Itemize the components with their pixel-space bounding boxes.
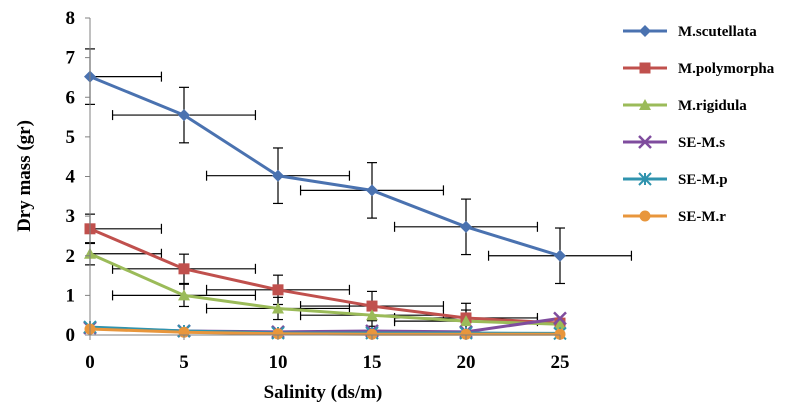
data-point (272, 169, 284, 182)
legend-item: M.polymorpha (623, 61, 775, 77)
legend-label: M.rigidula (678, 98, 747, 114)
legend-marker (638, 135, 652, 149)
data-point (366, 309, 378, 321)
series-line-1 (89, 227, 561, 325)
data-point (272, 302, 284, 314)
legend: M.scutellata M.polymorpha M.rigidula SE-M.s… (623, 24, 775, 225)
y-tick-label: 3 (66, 206, 76, 227)
y-tick-label: 2 (66, 246, 76, 267)
x-tick-label: 25 (551, 352, 570, 373)
legend-marker (639, 99, 651, 110)
legend-marker (639, 210, 651, 222)
data-point-stroke (553, 311, 567, 326)
data-point (460, 220, 472, 233)
legend-item: SE-M.s (623, 135, 725, 151)
legend-label: SE-M.r (678, 209, 726, 225)
series-lines (89, 75, 561, 336)
legend-marker (639, 25, 651, 37)
y-tick-label: 5 (66, 127, 76, 148)
y-tick-label: 4 (66, 167, 76, 188)
data-point (178, 109, 190, 122)
y-tick-label: 6 (66, 87, 76, 108)
data-point (366, 328, 378, 340)
legend-item: M.scutellata (623, 24, 757, 40)
data-point (272, 328, 284, 340)
x-tick-label: 10 (269, 352, 288, 373)
data-point (366, 300, 378, 312)
legend-item: SE-M.r (623, 209, 726, 225)
y-tick-label: 1 (66, 285, 76, 306)
data-point (460, 315, 472, 327)
series-line-0 (89, 75, 561, 258)
x-tick-label: 15 (363, 352, 382, 373)
data-point (554, 249, 566, 262)
data-point (366, 184, 378, 197)
data-point (554, 328, 566, 340)
axes: 0 1 2 3 4 5 6 7 8 0 5 10 15 20 25 (66, 8, 570, 373)
y-tick-label: 0 (66, 325, 76, 346)
x-axis-title: Salinity (ds/m) (264, 382, 383, 403)
data-point (178, 289, 190, 301)
legend-label: SE-M.s (678, 135, 725, 151)
legend-marker-stroke (638, 135, 652, 149)
series-line-5 (89, 327, 560, 336)
y-axis-title: Dry mass (gr) (14, 120, 35, 232)
legend-marker (639, 62, 651, 74)
series-line-2 (89, 252, 561, 326)
legend-item: SE-M.p (623, 172, 728, 188)
data-point (554, 318, 566, 330)
x-tick-label: 0 (85, 352, 95, 373)
error-bars (85, 48, 633, 334)
data-point (553, 311, 567, 326)
legend-label: M.polymorpha (678, 61, 775, 77)
data-point (460, 328, 472, 340)
legend-label: SE-M.p (678, 172, 728, 188)
legend-marker (638, 172, 652, 186)
y-tick-label: 7 (66, 48, 76, 69)
x-tick-label: 20 (457, 352, 476, 373)
data-point (272, 284, 284, 296)
legend-item: M.rigidula (623, 98, 747, 114)
legend-label: M.scutellata (678, 24, 757, 40)
y-tick-label: 8 (66, 8, 76, 29)
data-point (178, 263, 190, 275)
x-tick-label: 5 (179, 352, 189, 373)
